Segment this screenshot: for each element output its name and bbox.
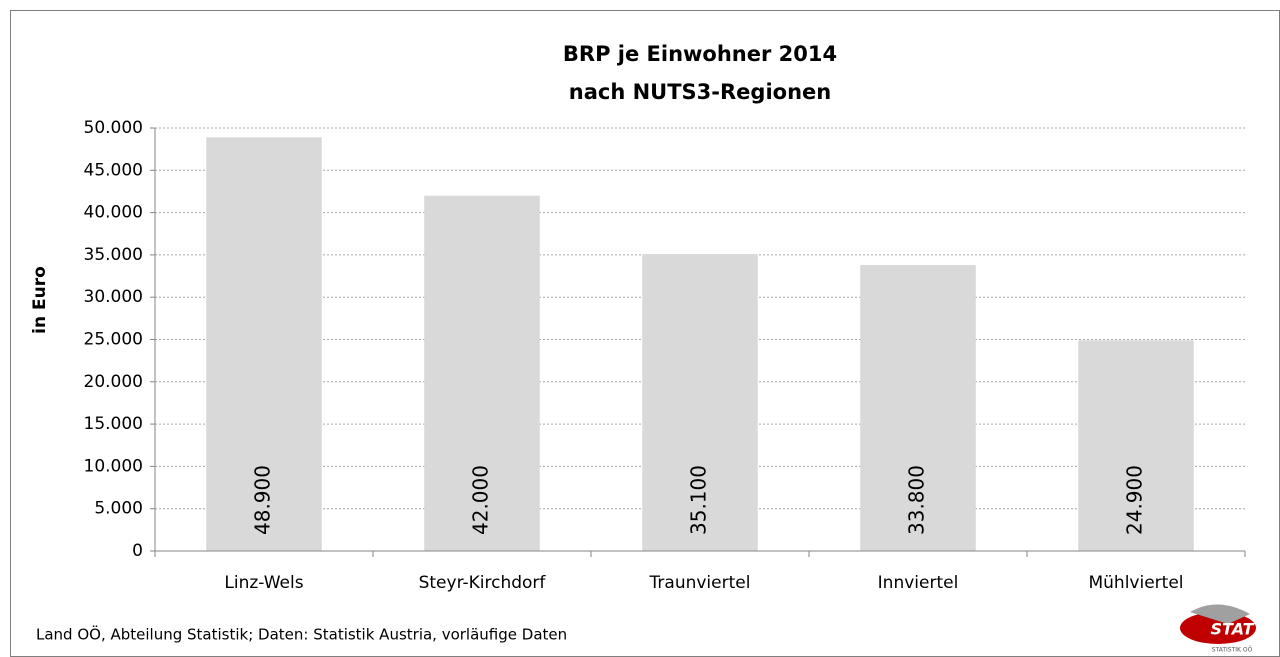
- bar: [1078, 340, 1194, 551]
- y-tick-label: 20.000: [84, 372, 143, 392]
- data-label: 48.900: [251, 465, 275, 535]
- y-tick-label: 5.000: [94, 499, 143, 519]
- x-tick-label: Innviertel: [878, 573, 959, 593]
- bar: [642, 254, 758, 551]
- y-tick-label: 40.000: [84, 203, 143, 223]
- y-tick-label: 25.000: [84, 330, 143, 350]
- bar: [860, 265, 976, 551]
- data-label: 24.900: [1123, 465, 1147, 535]
- bar: [206, 137, 322, 551]
- x-tick-label: Steyr-Kirchdorf: [419, 573, 547, 593]
- chart-subtitle: nach NUTS3-Regionen: [569, 80, 831, 104]
- bar: [424, 195, 540, 551]
- x-tick-label: Linz-Wels: [224, 573, 303, 593]
- data-label: 35.100: [687, 465, 711, 535]
- y-axis-label: in Euro: [30, 266, 50, 334]
- source-note: Land OÖ, Abteilung Statistik; Daten: Sta…: [36, 625, 567, 644]
- logo-shape: [1180, 612, 1256, 644]
- x-tick-label: Traunviertel: [649, 573, 751, 593]
- y-tick-label: 30.000: [84, 287, 143, 307]
- y-tick-label: 35.000: [84, 245, 143, 265]
- logo-text: STAT: [1211, 620, 1255, 639]
- logo-subtext: STATISTIK OÖ: [1212, 647, 1253, 654]
- logo: STAT STATISTIK OÖ: [1180, 604, 1256, 654]
- x-tick-label: Mühlviertel: [1088, 573, 1183, 593]
- chart-title: BRP je Einwohner 2014: [563, 42, 837, 66]
- data-label: 42.000: [469, 465, 493, 535]
- y-tick-label: 15.000: [84, 414, 143, 434]
- y-tick-label: 50.000: [84, 118, 143, 138]
- y-tick-label: 45.000: [84, 160, 143, 180]
- y-tick-label: 0: [132, 541, 143, 561]
- logo-swoosh: [1190, 604, 1250, 624]
- data-label: 33.800: [905, 465, 929, 535]
- y-tick-label: 10.000: [84, 456, 143, 476]
